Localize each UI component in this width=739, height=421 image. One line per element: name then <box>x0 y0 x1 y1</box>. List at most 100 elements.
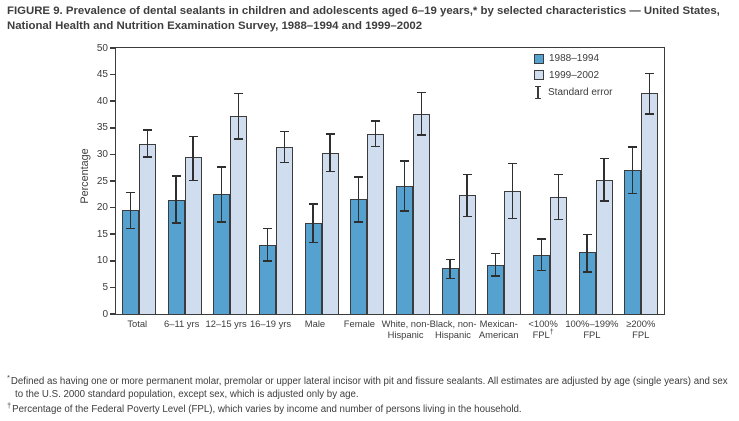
y-tick-mark <box>110 313 115 315</box>
y-tick-mark <box>110 206 115 209</box>
x-axis-labels: Total 6–11 yrs 12–15 yrs 16–19 yrs Male Femal… <box>115 318 663 341</box>
footnote-asterisk-text: Defined as having one or more permanent … <box>10 376 728 400</box>
bar-slot <box>350 48 368 314</box>
error-bar <box>416 91 426 136</box>
y-tick-mark <box>110 233 115 235</box>
bar-slot <box>532 48 550 314</box>
bar-slot <box>121 48 139 314</box>
bar-slot <box>213 48 231 314</box>
bar-group <box>527 48 573 314</box>
error-bar <box>628 146 638 195</box>
footnote-dagger: †Percentage of the Federal Poverty Level… <box>7 401 735 417</box>
error-bar <box>645 73 655 115</box>
error-bar <box>462 173 472 218</box>
bar-group <box>344 48 390 314</box>
y-tick-mark <box>110 47 115 49</box>
x-category-label: Male <box>304 318 326 329</box>
error-bar <box>234 92 244 140</box>
x-category-label: 6–11 yrs <box>164 318 200 329</box>
error-bar <box>217 166 227 223</box>
y-tick-label: 15 <box>96 228 108 240</box>
bar-slot <box>578 48 596 314</box>
legend-swatch-1999-2002-icon <box>534 70 544 80</box>
bar-slot <box>624 48 642 314</box>
legend-label-1988-1994: 1988–1994 <box>549 53 600 64</box>
bar-group <box>207 48 253 314</box>
legend-label-standard-error: Standard error <box>548 87 613 98</box>
bar-slot <box>138 48 156 314</box>
legend-item-standard-error: Standard error <box>534 86 612 99</box>
bar-1999–2002-12–15 yrs <box>230 115 248 314</box>
error-bar <box>508 162 518 220</box>
bar-1999–2002-≥200% <box>641 93 659 314</box>
error-bar <box>308 203 318 244</box>
error-bar <box>325 133 335 172</box>
y-tick-mark <box>110 180 115 182</box>
error-bar <box>354 176 364 223</box>
legend-swatch-1988-1994-icon <box>534 53 544 64</box>
y-tick-label: 20 <box>96 202 108 214</box>
error-bar <box>582 233 592 273</box>
footnote-dagger-text: Percentage of the Federal Poverty Level … <box>12 404 522 416</box>
error-bar <box>262 227 272 262</box>
bar-slot <box>304 48 322 314</box>
y-tick-mark <box>110 286 115 289</box>
y-tick-label: 10 <box>96 255 108 267</box>
x-category-label: Black, non- Hispanic <box>429 318 477 341</box>
y-tick-mark <box>110 260 115 262</box>
x-category-label: 16–19 yrs <box>249 318 292 329</box>
bar-group <box>253 48 299 314</box>
bar-group <box>618 48 664 314</box>
bar-slot <box>441 48 459 314</box>
error-bar <box>279 131 289 164</box>
error-bar <box>125 191 135 229</box>
x-category-label: <100% FPL† <box>528 318 558 341</box>
y-tick-label: 0 <box>102 308 108 320</box>
bar-slot <box>412 48 430 314</box>
bar-1999–2002-White, non- <box>412 113 430 314</box>
standard-error-icon <box>534 86 542 99</box>
bar-group <box>481 48 527 314</box>
y-tick-mark <box>110 73 115 76</box>
y-axis: 0 5 10 15 20 25 30 35 40 45 50 <box>97 43 664 320</box>
y-tick-mark <box>110 127 115 129</box>
bar-slot <box>641 48 659 314</box>
bar-1999–2002-Female <box>367 133 385 314</box>
y-tick-label: 25 <box>96 175 108 187</box>
plot-area: 0 5 10 15 20 25 30 35 40 45 50 1988–1994 1999–2002… <box>97 43 665 320</box>
bar-group <box>162 48 208 314</box>
x-category-label: 100%–199% FPL <box>565 318 619 341</box>
bar-slot <box>367 48 385 314</box>
error-bar <box>399 160 409 212</box>
error-bar <box>142 129 152 158</box>
bar-1999–2002-Male <box>321 152 339 314</box>
x-category-label: Female <box>343 318 376 329</box>
y-tick-label: 5 <box>102 281 108 293</box>
bar-group <box>116 48 162 314</box>
y-tick-label: 40 <box>96 95 108 107</box>
legend: 1988–1994 1999–2002 Standard error <box>534 53 612 105</box>
error-bar <box>371 120 381 147</box>
bar-slot <box>458 48 476 314</box>
error-bar <box>445 258 455 280</box>
y-tick-mark <box>110 100 115 102</box>
bar-slot <box>275 48 293 314</box>
bar-group <box>299 48 345 314</box>
y-tick-label: 30 <box>96 148 108 160</box>
bar-slot <box>258 48 276 314</box>
x-category-label: 12–15 yrs <box>205 318 247 329</box>
error-bar <box>171 175 181 224</box>
bar-slot <box>487 48 505 314</box>
footnotes: *Defined as having one or more permanent… <box>7 373 735 417</box>
y-tick-label: 45 <box>96 69 108 81</box>
bar-slot <box>395 48 413 314</box>
x-category-label: ≥200% FPL <box>626 318 656 341</box>
footnote-dagger-marker: † <box>7 401 12 411</box>
bar-slot <box>321 48 339 314</box>
footnote-asterisk: *Defined as having one or more permanent… <box>7 373 735 401</box>
bar-1999–2002-16–19 yrs <box>275 147 293 314</box>
bar-slot <box>184 48 202 314</box>
error-bar <box>491 252 501 277</box>
legend-item-1988-1994: 1988–1994 <box>534 53 612 64</box>
bar-slot <box>167 48 185 314</box>
